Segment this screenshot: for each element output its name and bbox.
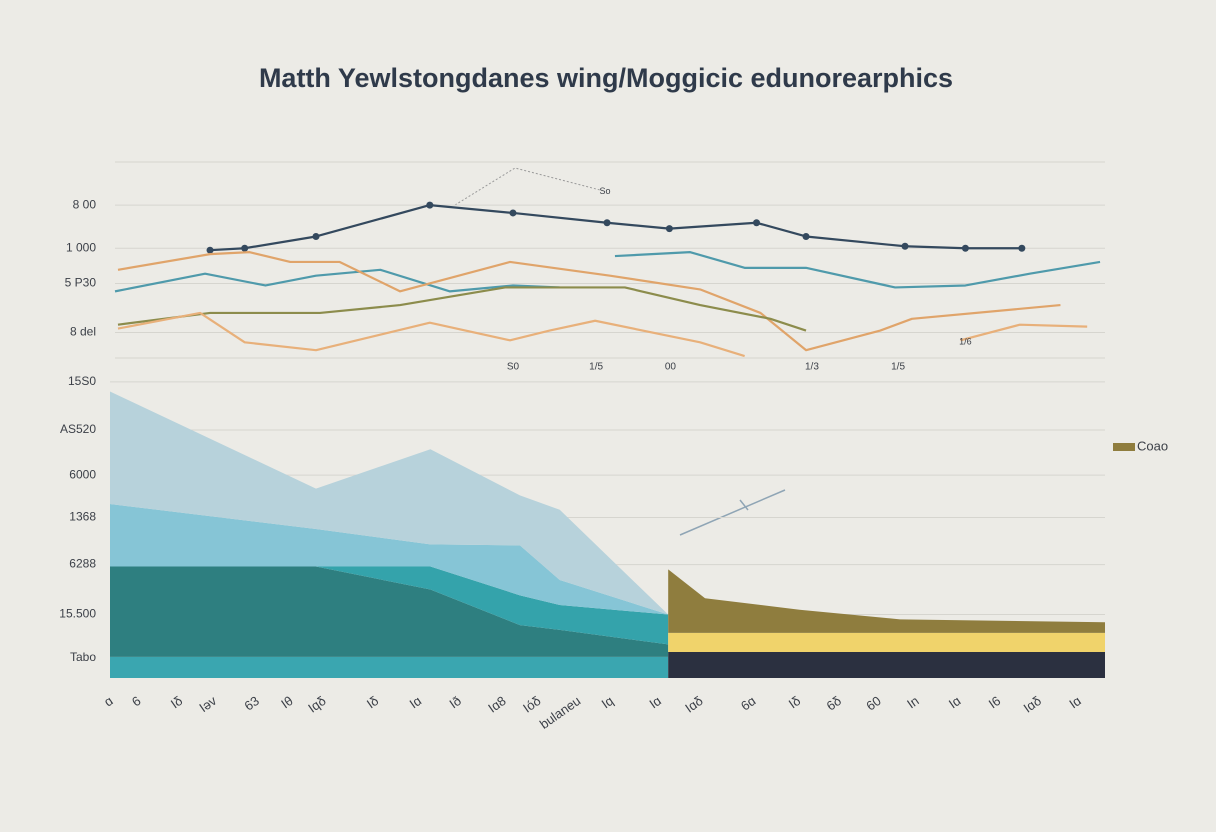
point bbox=[901, 242, 909, 250]
point bbox=[665, 225, 673, 233]
x-tick-label: 63 bbox=[241, 693, 261, 714]
point bbox=[961, 244, 969, 252]
area bbox=[110, 391, 669, 615]
x-tick-label: 6ɑ bbox=[738, 693, 758, 714]
x-tick-label: bulaneu bbox=[537, 693, 584, 732]
annotation: 1/6 bbox=[959, 337, 972, 347]
x-tick-label: Iɑ bbox=[1066, 693, 1083, 712]
line bbox=[117, 251, 1061, 352]
x-tick-label: Iδ bbox=[168, 693, 185, 712]
area bbox=[668, 652, 1105, 678]
legend-swatch bbox=[1113, 443, 1135, 451]
x-tick-label: Iθ bbox=[278, 693, 295, 712]
x-tick-label: Iɑδ bbox=[1021, 693, 1044, 716]
x-tick-label: Ióδ bbox=[520, 693, 543, 716]
point bbox=[241, 244, 249, 252]
point bbox=[802, 232, 810, 240]
x-tick-label: 60 bbox=[863, 693, 883, 714]
x-tick-label: Iɑ bbox=[407, 693, 424, 712]
y-tick-label: AS520 bbox=[60, 422, 96, 436]
legend-label: Coao bbox=[1137, 438, 1168, 453]
area bbox=[668, 569, 1105, 633]
x-tick-label: 1/5 bbox=[589, 362, 603, 373]
line bbox=[209, 204, 1022, 252]
line bbox=[117, 311, 1088, 358]
point bbox=[753, 219, 761, 227]
point bbox=[1018, 244, 1026, 252]
y-tick-label: 6000 bbox=[69, 467, 96, 481]
point bbox=[603, 219, 611, 227]
area bbox=[668, 632, 1105, 653]
x-tick-label: 00 bbox=[665, 362, 677, 373]
x-tick-label: 6δ bbox=[824, 693, 844, 714]
y-tick-label: 15.500 bbox=[59, 607, 96, 621]
x-tick-label: Iδ bbox=[786, 693, 803, 712]
x-tick-label: Iq bbox=[599, 693, 616, 712]
x-tick-label: Iɑ8 bbox=[485, 693, 508, 716]
point bbox=[312, 232, 320, 240]
x-tick-label: Iɑδ bbox=[682, 693, 705, 716]
y-tick-label: 6288 bbox=[69, 557, 96, 571]
point bbox=[509, 209, 517, 217]
x-tick-label: Iɑ bbox=[646, 693, 663, 712]
y-tick-label: 5 P30 bbox=[65, 276, 97, 290]
point bbox=[206, 246, 214, 254]
area bbox=[110, 656, 669, 678]
x-tick-label: Iδ bbox=[364, 693, 381, 712]
x-tick-label: Ið bbox=[446, 693, 463, 712]
x-tick-label: Iqδ bbox=[305, 693, 328, 716]
line bbox=[117, 286, 807, 332]
annotation: So bbox=[600, 186, 611, 196]
annotation-arrow bbox=[679, 489, 786, 536]
area bbox=[110, 566, 669, 657]
x-tick-label: 1/5 bbox=[891, 362, 905, 373]
y-tick-label: 8 del bbox=[70, 325, 96, 339]
y-tick-label: 15S0 bbox=[68, 374, 96, 388]
area bbox=[110, 566, 669, 645]
x-tick-label: In bbox=[904, 693, 921, 712]
y-tick-label: Tabo bbox=[70, 650, 96, 664]
x-tick-label: Iəv bbox=[196, 693, 219, 716]
annotation-line bbox=[454, 167, 601, 206]
line bbox=[114, 251, 1101, 293]
y-tick-label: 1 000 bbox=[66, 240, 96, 254]
x-tick-label: Iɑ bbox=[946, 693, 963, 712]
x-tick-label: S0 bbox=[507, 362, 520, 373]
area bbox=[110, 504, 669, 615]
point bbox=[426, 201, 434, 209]
x-tick-label: 1/3 bbox=[805, 362, 819, 373]
x-tick-label: 6 bbox=[129, 693, 144, 709]
y-tick-label: 8 00 bbox=[73, 197, 97, 211]
y-tick-label: 1368 bbox=[69, 510, 96, 524]
x-tick-label: I6 bbox=[986, 693, 1003, 712]
x-tick-label: ɑ bbox=[101, 693, 116, 709]
chart-title: Matth Yewlstongdanes wing/Moggicic eduno… bbox=[259, 63, 953, 93]
